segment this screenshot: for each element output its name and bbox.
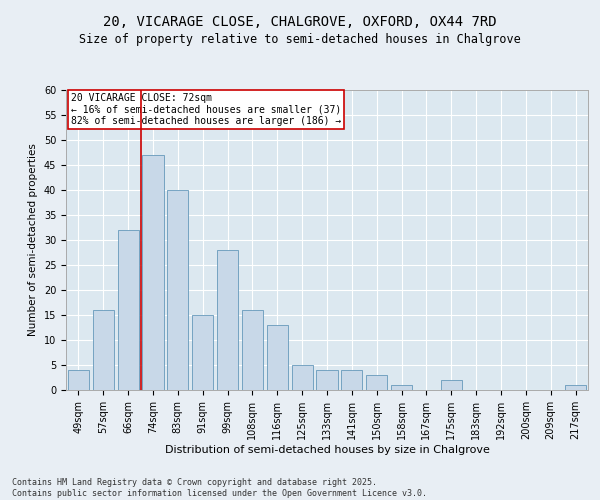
Bar: [118, 230, 139, 390]
Bar: [391, 385, 412, 390]
Text: 20 VICARAGE CLOSE: 72sqm
← 16% of semi-detached houses are smaller (37)
82% of s: 20 VICARAGE CLOSE: 72sqm ← 16% of semi-d…: [71, 93, 341, 126]
Bar: [192, 315, 213, 390]
Bar: [242, 310, 263, 390]
Bar: [267, 325, 288, 390]
Bar: [341, 370, 362, 390]
Bar: [93, 310, 114, 390]
Bar: [565, 385, 586, 390]
Bar: [167, 190, 188, 390]
Bar: [316, 370, 338, 390]
Text: 20, VICARAGE CLOSE, CHALGROVE, OXFORD, OX44 7RD: 20, VICARAGE CLOSE, CHALGROVE, OXFORD, O…: [103, 15, 497, 29]
Bar: [441, 380, 462, 390]
Y-axis label: Number of semi-detached properties: Number of semi-detached properties: [28, 144, 38, 336]
Bar: [142, 155, 164, 390]
Text: Size of property relative to semi-detached houses in Chalgrove: Size of property relative to semi-detach…: [79, 32, 521, 46]
Bar: [68, 370, 89, 390]
Bar: [217, 250, 238, 390]
Text: Contains HM Land Registry data © Crown copyright and database right 2025.
Contai: Contains HM Land Registry data © Crown c…: [12, 478, 427, 498]
Bar: [366, 375, 387, 390]
X-axis label: Distribution of semi-detached houses by size in Chalgrove: Distribution of semi-detached houses by …: [164, 444, 490, 454]
Bar: [292, 365, 313, 390]
